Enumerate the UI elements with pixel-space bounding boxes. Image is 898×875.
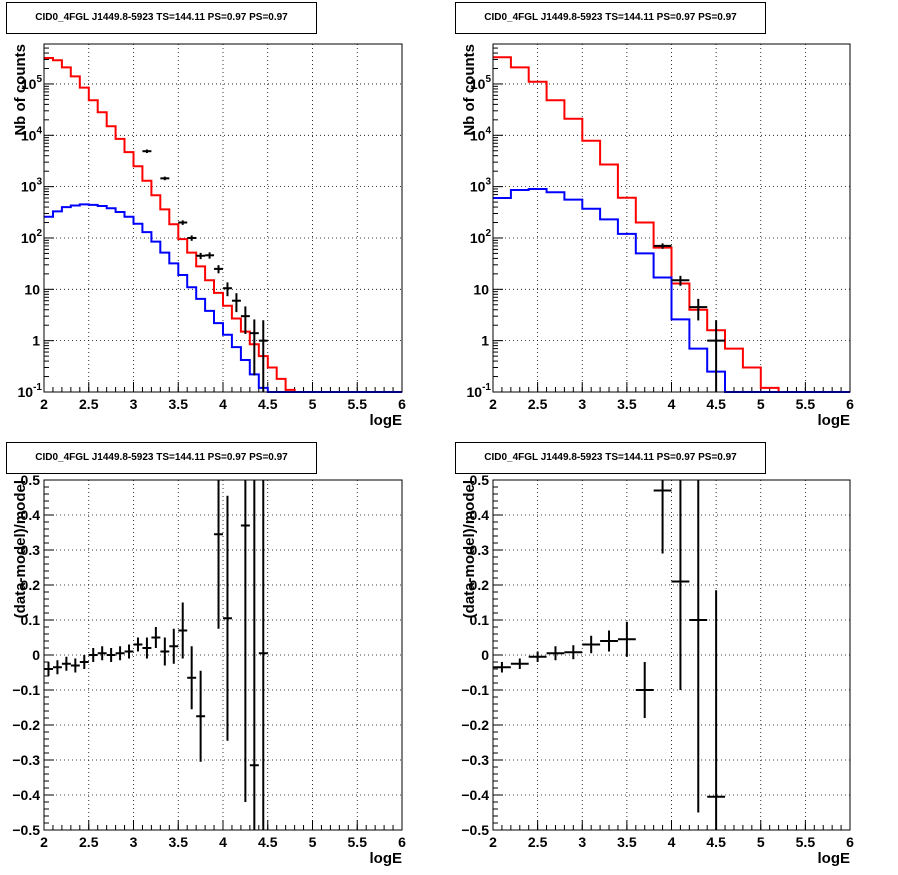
plot-frame: [43, 43, 403, 393]
y-axis-title: (data-model)/model: [461, 480, 478, 618]
x-tick-label: 3: [130, 834, 138, 850]
pad-counts-coarse: 2 2.5 3 3.5 4 4.5 5 5.5 6 10-1 1 10 102 103 104 105 logE…: [449, 0, 898, 437]
x-tick-label: 4: [668, 396, 676, 412]
y-axis-title: Nb of counts: [461, 44, 478, 136]
pad-counts-fine: 2 2.5 3 3.5 4 4.5 5 5.5 6 10-1 1 10 102 103 104 105 logE…: [0, 0, 449, 437]
x-tick-label: 2.5: [79, 396, 99, 412]
y-tick-label: 103: [21, 177, 43, 195]
x-tick-label: 3: [578, 834, 586, 850]
x-tick-label: 5: [309, 834, 317, 850]
x-tick-label: 4: [668, 834, 676, 850]
y-tick-label: 103: [470, 177, 492, 195]
y-tick-label: 10: [473, 281, 489, 297]
x-tick-label: 6: [398, 396, 406, 412]
total-model-histogram: [493, 56, 850, 393]
y-tick-label: −0.2: [461, 717, 489, 733]
source-model-histogram: [493, 188, 850, 393]
y-tick-label: −0.5: [12, 822, 40, 838]
x-tick-label: 2: [489, 396, 497, 412]
y-tick-label: 0.2: [21, 577, 41, 593]
x-tick-label: 5: [309, 396, 317, 412]
y-tick-label: 0: [481, 647, 489, 663]
x-tick-label: 3.5: [169, 834, 189, 850]
x-tick-label: 5: [757, 396, 765, 412]
y-tick-label: 105: [470, 74, 492, 92]
y-tick-label: −0.4: [12, 787, 40, 803]
plot-frame: [43, 479, 403, 831]
x-tick-label: 5.5: [348, 834, 368, 850]
y-tick-label: 0.4: [470, 507, 490, 523]
plot-title: CID0_4FGL J1449.8-5923 TS=144.11 PS=0.97…: [6, 2, 317, 34]
x-tick-label: 2.5: [79, 834, 99, 850]
x-axis-title: logE: [370, 412, 403, 429]
y-tick-label: 105: [21, 74, 43, 92]
y-tick-label: 104: [470, 125, 492, 143]
plot-frame: [492, 43, 851, 393]
x-tick-label: 3.5: [617, 834, 637, 850]
plot-title: CID0_4FGL J1449.8-5923 TS=144.11 PS=0.97…: [455, 442, 766, 474]
y-tick-label: 0: [32, 647, 40, 663]
plot-residuals-coarse: 2 2.5 3 3.5 4 4.5 5 5.5 6 −0.5 −0.4 −0.3 −0.2 −0.1 0 0.…: [461, 472, 854, 867]
y-tick-label: 0.3: [21, 542, 41, 558]
y-axis-title: Nb of counts: [12, 44, 29, 136]
x-tick-label: 2: [40, 396, 48, 412]
x-tick-label: 3.5: [617, 396, 637, 412]
x-tick-label: 3: [578, 396, 586, 412]
plot-counts-fine: 2 2.5 3 3.5 4 4.5 5 5.5 6 10-1 1 10 102 103 104 105 logE…: [12, 43, 406, 429]
y-tick-label: 104: [21, 125, 43, 143]
plot-residuals-fine: 2 2.5 3 3.5 4 4.5 5 5.5 6 −0.5 −0.4 −0.3 −0.2 −0.1 0 0.…: [12, 472, 406, 867]
y-tick-label: 10-1: [18, 382, 43, 400]
y-tick-label: 0.4: [21, 507, 41, 523]
plot-title: CID0_4FGL J1449.8-5923 TS=144.11 PS=0.97…: [6, 442, 317, 474]
pad-residuals-fine: 2 2.5 3 3.5 4 4.5 5 5.5 6 −0.5 −0.4 −0.3 −0.2 −0.1 0 0.…: [0, 437, 449, 875]
y-tick-label: 102: [470, 228, 492, 246]
x-tick-label: 6: [846, 396, 854, 412]
y-tick-label: 0.3: [470, 542, 490, 558]
x-tick-label: 5.5: [348, 396, 368, 412]
x-tick-label: 5.5: [796, 834, 816, 850]
x-tick-label: 4: [219, 834, 227, 850]
y-axis-title: (data-model)/model: [12, 480, 29, 618]
x-tick-label: 2.5: [528, 396, 548, 412]
y-tick-label: 0.1: [21, 612, 41, 628]
y-tick-label: −0.3: [461, 752, 489, 768]
y-tick-label: −0.3: [12, 752, 40, 768]
y-tick-label: 0.5: [470, 472, 490, 488]
y-tick-label: −0.5: [461, 822, 489, 838]
y-tick-label: −0.4: [461, 787, 489, 803]
y-tick-label: −0.1: [12, 682, 40, 698]
y-tick-label: 102: [21, 228, 43, 246]
x-axis-title: logE: [818, 850, 851, 867]
y-tick-label: 1: [481, 333, 489, 349]
y-tick-label: −0.1: [461, 682, 489, 698]
x-axis-title: logE: [818, 412, 851, 429]
y-tick-label: 0.2: [470, 577, 490, 593]
x-tick-label: 2.5: [528, 834, 548, 850]
y-tick-label: 0.5: [21, 472, 41, 488]
plot-counts-coarse: 2 2.5 3 3.5 4 4.5 5 5.5 6 10-1 1 10 102 103 104 105 logE…: [461, 43, 854, 429]
y-tick-label: 0.1: [470, 612, 490, 628]
x-tick-label: 5.5: [796, 396, 816, 412]
x-tick-label: 4: [219, 396, 227, 412]
x-tick-label: 6: [846, 834, 854, 850]
x-tick-label: 3.5: [169, 396, 189, 412]
y-tick-label: 10: [24, 281, 40, 297]
x-tick-label: 6: [398, 834, 406, 850]
x-tick-label: 4.5: [258, 396, 278, 412]
plot-frame: [492, 479, 851, 831]
x-tick-label: 5: [757, 834, 765, 850]
y-tick-label: 10-1: [467, 382, 492, 400]
x-tick-label: 4.5: [706, 396, 726, 412]
x-tick-label: 2: [40, 834, 48, 850]
pad-residuals-coarse: 2 2.5 3 3.5 4 4.5 5 5.5 6 −0.5 −0.4 −0.3 −0.2 −0.1 0 0.…: [449, 437, 898, 875]
x-tick-label: 3: [130, 396, 138, 412]
x-tick-label: 4.5: [258, 834, 278, 850]
y-tick-label: 1: [32, 333, 40, 349]
x-tick-label: 4.5: [706, 834, 726, 850]
x-tick-label: 2: [489, 834, 497, 850]
x-axis-title: logE: [370, 850, 403, 867]
y-tick-label: −0.2: [12, 717, 40, 733]
plot-title: CID0_4FGL J1449.8-5923 TS=144.11 PS=0.97…: [455, 2, 766, 34]
